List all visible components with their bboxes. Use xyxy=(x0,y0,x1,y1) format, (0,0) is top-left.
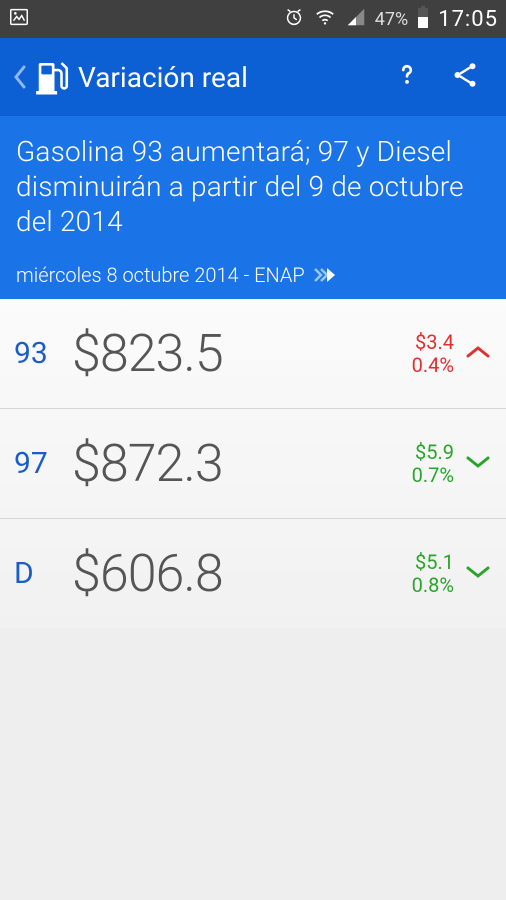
battery-pct: 47% xyxy=(375,9,408,30)
delta-pct: 0.8% xyxy=(378,574,454,597)
chevron-up-icon xyxy=(464,343,492,365)
delta-abs: $5.9 xyxy=(378,441,454,464)
status-bar: 47% 17:05 xyxy=(0,0,506,38)
help-icon xyxy=(392,60,422,90)
source-link[interactable]: miércoles 8 octubre 2014 - ENAP xyxy=(16,263,490,287)
chevron-down-icon xyxy=(464,563,492,585)
fuel-delta: $5.1 0.8% xyxy=(378,551,454,597)
page-title: Variación real xyxy=(78,61,378,94)
alarm-icon xyxy=(283,6,305,33)
arrow-right-icon xyxy=(313,266,341,284)
chevron-left-icon xyxy=(12,63,28,91)
chevron-down-icon xyxy=(464,453,492,475)
back-button[interactable] xyxy=(12,56,72,98)
image-icon xyxy=(8,6,30,33)
fuel-label: 93 xyxy=(14,336,72,371)
wifi-icon xyxy=(313,6,337,33)
list-item[interactable]: 93 $823.5 $3.4 0.4% xyxy=(0,299,506,409)
list-item[interactable]: 97 $872.3 $5.9 0.7% xyxy=(0,409,506,519)
delta-pct: 0.4% xyxy=(378,354,454,377)
fuel-delta: $3.4 0.4% xyxy=(378,331,454,377)
share-button[interactable] xyxy=(436,52,494,102)
fuel-list: 93 $823.5 $3.4 0.4% 97 $872.3 $5.9 0.7% … xyxy=(0,299,506,628)
app-bar: Variación real xyxy=(0,38,506,116)
gas-pump-icon xyxy=(30,56,72,98)
battery-icon xyxy=(416,5,430,34)
delta-abs: $3.4 xyxy=(378,331,454,354)
fuel-price: $823.5 xyxy=(72,323,378,384)
headline-text: Gasolina 93 aumentará; 97 y Diesel dismi… xyxy=(16,134,490,239)
fuel-label: D xyxy=(14,556,72,591)
fuel-label: 97 xyxy=(14,446,72,481)
source-text: miércoles 8 octubre 2014 - ENAP xyxy=(16,263,305,287)
fuel-price: $606.8 xyxy=(72,543,378,604)
fuel-price: $872.3 xyxy=(72,433,378,494)
headline-block: Gasolina 93 aumentará; 97 y Diesel dismi… xyxy=(0,116,506,299)
delta-abs: $5.1 xyxy=(378,551,454,574)
share-icon xyxy=(450,60,480,90)
delta-pct: 0.7% xyxy=(378,464,454,487)
fuel-delta: $5.9 0.7% xyxy=(378,441,454,487)
list-item[interactable]: D $606.8 $5.1 0.8% xyxy=(0,519,506,628)
signal-icon xyxy=(345,6,367,33)
clock-text: 17:05 xyxy=(438,7,498,32)
help-button[interactable] xyxy=(378,52,436,102)
